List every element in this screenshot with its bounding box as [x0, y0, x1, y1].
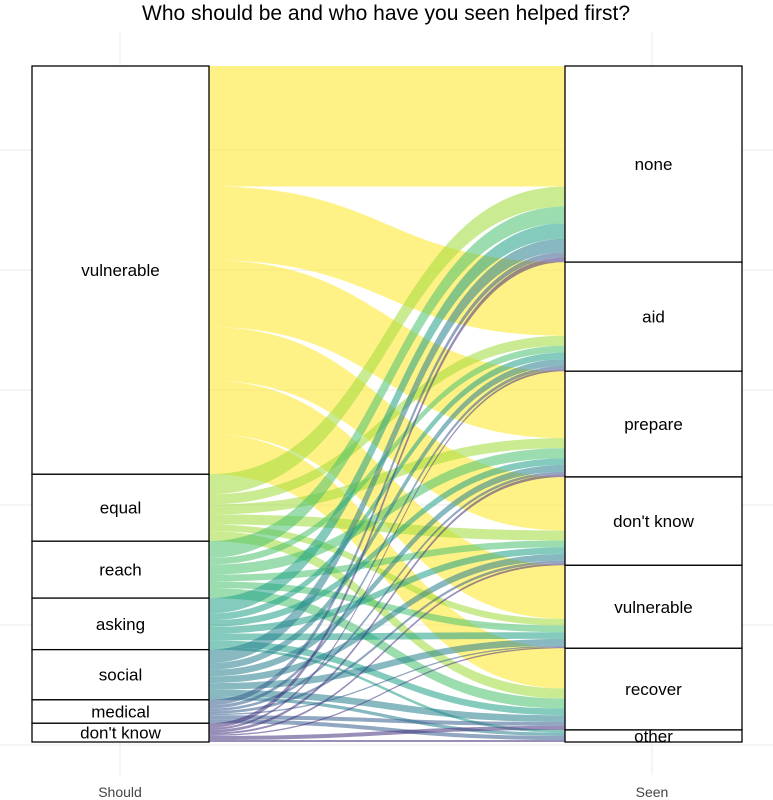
flow-asking-to-prepare: [209, 458, 565, 627]
flow-social-to-none: [209, 238, 565, 664]
flow-asking-to-recover: [209, 640, 565, 716]
left-stratum-label-reach: reach: [99, 561, 142, 580]
right-stratum-prepare: [564, 370, 743, 478]
flow-don-t-know-to-vulnerable: [209, 646, 565, 736]
right-stratum-vulnerable: [564, 564, 743, 649]
flow-asking-to-other: [209, 646, 565, 733]
chart-title: Who should be and who have you seen help…: [142, 2, 630, 25]
right-stratum-label-other: other: [634, 727, 673, 746]
flow-asking-to-none: [209, 223, 565, 614]
flow-social-to-other: [209, 696, 565, 736]
right-stratum-label-none: none: [635, 155, 673, 174]
left-stratum-label-medical: medical: [91, 703, 150, 722]
flow-don-t-know-to-other: [209, 739, 565, 742]
right-stratum-recover: [564, 647, 743, 731]
flow-social-to-vulnerable: [209, 638, 565, 690]
flow-reach-to-vulnerable: [209, 581, 565, 633]
right-stratum-label-prepare: prepare: [624, 415, 683, 434]
right-stratum-label-don-t-know: don't know: [613, 512, 694, 531]
left-stratum-vulnerable: [31, 65, 210, 475]
flow-medical-to-recover: [209, 715, 565, 726]
flows: [209, 66, 565, 742]
left-stratum-don-t-know: [31, 722, 210, 743]
right-stratum-other: [564, 729, 743, 743]
left-stratum-label-social: social: [99, 666, 142, 685]
flow-medical-to-prepare: [209, 471, 565, 712]
flow-equal-to-vulnerable: [209, 524, 565, 626]
axis-label-seen: Seen: [636, 784, 669, 800]
flow-don-t-know-to-don-t-know: [209, 563, 565, 735]
left-stratum-label-don-t-know: don't know: [80, 724, 161, 743]
right-axis-strata: none aid prepare don't know vulnerable recove…: [564, 65, 743, 746]
flow-social-to-don-t-know: [209, 553, 565, 684]
right-stratum-aid: [564, 261, 743, 372]
right-stratum-don-t-know: [564, 476, 743, 566]
flow-medical-to-none: [209, 252, 565, 706]
flow-don-t-know-to-aid: [209, 369, 565, 730]
flow-equal-to-recover: [209, 531, 565, 699]
right-stratum-label-recover: recover: [625, 680, 682, 699]
flow-social-to-prepare: [209, 464, 565, 677]
flow-social-to-aid: [209, 359, 565, 670]
right-stratum-none: [564, 65, 743, 263]
flow-medical-to-vulnerable: [209, 645, 565, 716]
left-axis-strata: vulnerable equal reach asking social medical d…: [31, 65, 210, 743]
left-stratum-social: [31, 648, 210, 701]
left-stratum-reach: [31, 540, 210, 599]
left-stratum-equal: [31, 473, 210, 542]
axis-label-should: Should: [98, 784, 142, 800]
right-stratum-label-aid: aid: [642, 308, 665, 327]
flow-asking-to-aid: [209, 352, 565, 621]
left-stratum-label-vulnerable: vulnerable: [81, 261, 159, 280]
flow-don-t-know-to-none: [209, 257, 565, 728]
flow-vulnerable-to-aid: [209, 186, 565, 336]
flow-reach-to-none: [209, 206, 565, 558]
right-stratum-label-vulnerable: vulnerable: [614, 598, 692, 617]
flow-don-t-know-to-prepare: [209, 474, 565, 733]
flow-medical-to-don-t-know: [209, 560, 565, 714]
left-stratum-label-equal: equal: [100, 499, 142, 518]
flow-don-t-know-to-recover: [209, 725, 565, 740]
flow-medical-to-aid: [209, 365, 565, 709]
flow-medical-to-other: [209, 719, 565, 740]
flow-equal-to-none: [209, 186, 565, 495]
flow-vulnerable-to-none: [209, 66, 565, 187]
left-stratum-label-asking: asking: [96, 615, 145, 634]
left-stratum-asking: [31, 597, 210, 651]
